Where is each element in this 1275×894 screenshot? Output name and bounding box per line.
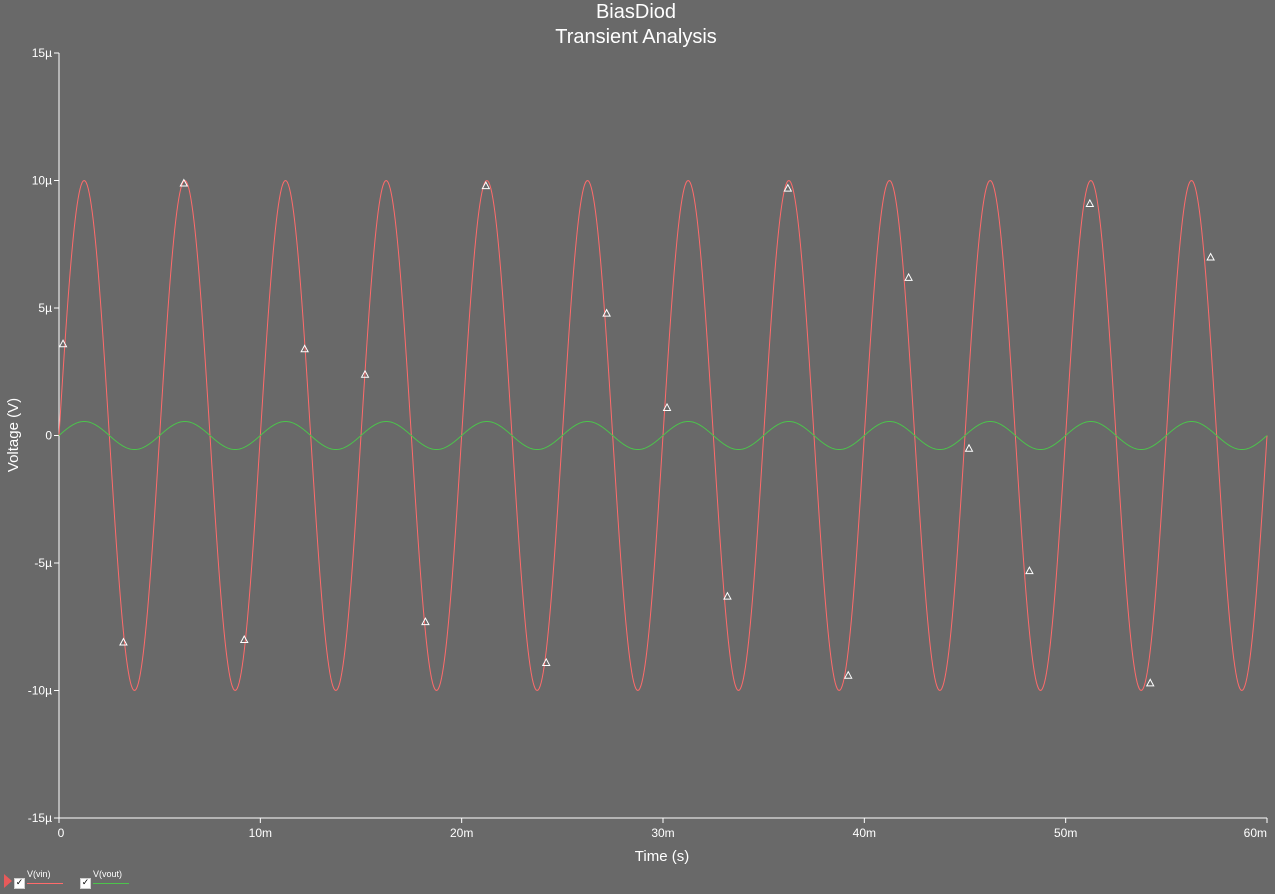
data-point-marker: [783, 183, 793, 192]
y-axis-label: Voltage (V): [5, 398, 22, 472]
y-tick-label: -10µ: [28, 684, 52, 698]
x-tick-label: 60m: [1244, 826, 1267, 840]
chart-subtitle: Transient Analysis: [555, 26, 717, 48]
legend-label-vout: V(vout): [93, 869, 123, 879]
data-point-marker: [360, 369, 370, 378]
data-point-marker: [179, 178, 189, 187]
checkbox-checked-icon[interactable]: ✓: [14, 878, 25, 889]
data-point-marker: [964, 443, 974, 452]
x-tick-label: 20m: [450, 826, 473, 840]
y-tick-label: 15µ: [32, 46, 52, 60]
x-tick-label: 0: [58, 826, 65, 840]
legend-selection-arrow-icon: [4, 874, 12, 888]
data-point-marker: [904, 272, 913, 281]
x-tick-label: 30m: [651, 826, 674, 840]
data-point-marker: [119, 637, 128, 646]
x-tick-label: 40m: [853, 826, 876, 840]
data-point-marker: [1025, 566, 1034, 575]
data-point-marker: [58, 339, 68, 348]
x-tick-label: 10m: [249, 826, 272, 840]
y-tick-label: 0: [45, 429, 52, 443]
y-tick-label: -5µ: [34, 556, 52, 570]
legend-label-vin: V(vin): [27, 869, 51, 879]
y-tick-label: -15µ: [28, 811, 52, 825]
series-lines: [58, 179, 1268, 692]
legend-line-vout: [93, 883, 129, 884]
legend-item-vin[interactable]: ✓ V(vin): [14, 868, 68, 890]
series-line-vout: [58, 420, 1268, 451]
checkbox-checked-icon[interactable]: ✓: [80, 878, 91, 889]
x-ticks: 0 10m 20m 30m 40m 50m 60m: [58, 818, 1268, 840]
legend-line-vin: [27, 883, 63, 884]
x-tick-label: 50m: [1054, 826, 1077, 840]
data-point-marker: [843, 670, 853, 679]
data-point-marker: [239, 634, 249, 643]
data-point-marker: [1145, 678, 1155, 687]
y-ticks: 15µ 10µ 5µ 0 -5µ -10µ -15µ: [28, 46, 59, 825]
data-point-marker: [300, 344, 309, 353]
series-markers: [58, 178, 1215, 687]
data-point-marker: [421, 617, 430, 626]
legend-item-vout[interactable]: ✓ V(vout): [80, 868, 136, 890]
data-point-marker: [541, 657, 551, 666]
y-tick-label: 5µ: [38, 301, 52, 315]
data-point-marker: [723, 591, 732, 600]
data-point-marker: [1085, 198, 1095, 207]
data-point-marker: [662, 402, 672, 411]
chart-title: BiasDiod: [596, 1, 676, 23]
legend: ✓ V(vin) ✓ V(vout): [2, 866, 162, 892]
data-point-marker: [481, 181, 491, 190]
data-point-marker: [1206, 252, 1215, 261]
x-axis-label: Time (s): [635, 848, 689, 865]
data-point-marker: [602, 308, 611, 317]
y-tick-label: 10µ: [32, 174, 52, 188]
